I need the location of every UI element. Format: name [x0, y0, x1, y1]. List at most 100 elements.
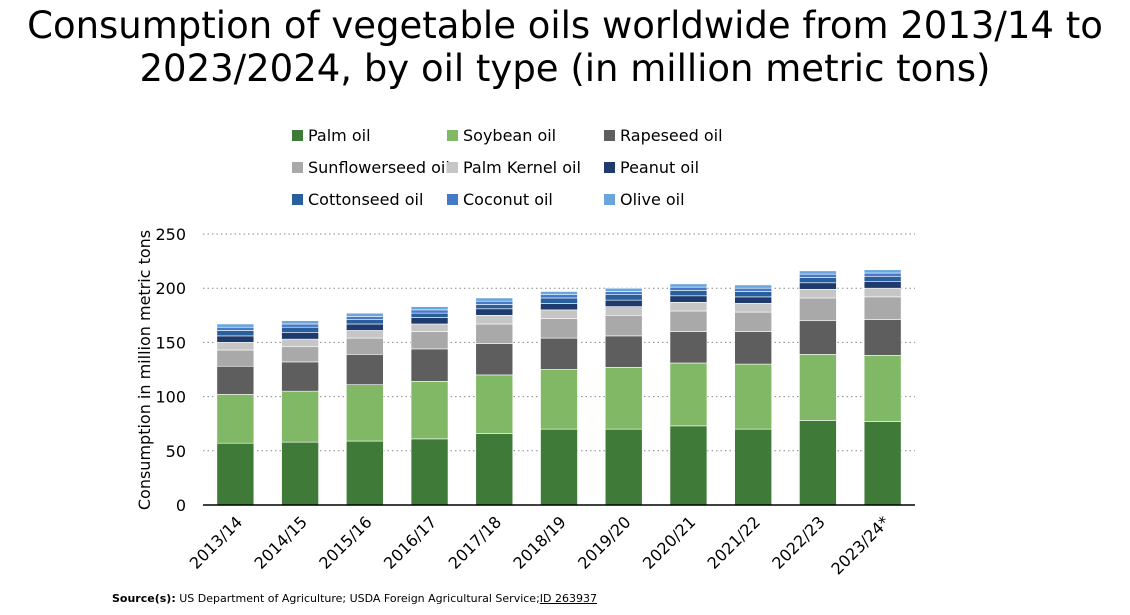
- bar-segment-1-9: [734, 428, 772, 506]
- bar-segment-8-11: [863, 272, 902, 277]
- bar-segment-6-8: [669, 295, 708, 303]
- bar-segment-8-10: [799, 273, 837, 278]
- bar-segment-7-9: [734, 291, 772, 298]
- bar-segment-9-9: [734, 284, 772, 289]
- bar-segment-9-6: [540, 291, 578, 296]
- legend-swatch-1: [292, 130, 303, 141]
- y-tick-label-250: 250: [155, 225, 186, 244]
- y-tick-label-50: 50: [166, 442, 186, 461]
- bar-segment-3-2: [281, 361, 319, 392]
- bar-segment-2-8: [669, 362, 708, 427]
- x-tick-label-10: 2022/23: [768, 512, 828, 572]
- bar-segment-2-2: [281, 390, 319, 443]
- y-tick-label-100: 100: [155, 388, 186, 407]
- legend-swatch-6: [604, 162, 615, 173]
- bar-segment-5-3: [346, 330, 384, 339]
- source-id-link[interactable]: ID 263937: [539, 592, 597, 605]
- bar-segment-2-7: [604, 367, 643, 430]
- bar-segment-7-10: [799, 277, 837, 284]
- bar-segment-1-10: [799, 420, 837, 506]
- bar-segment-5-4: [410, 323, 449, 332]
- bar-segment-2-3: [346, 384, 384, 442]
- legend-swatch-5: [447, 162, 458, 173]
- bar-segment-4-9: [734, 311, 772, 332]
- bar-segment-3-5: [475, 343, 514, 376]
- bar-segment-4-5: [475, 323, 514, 344]
- bar-segment-7-3: [346, 319, 384, 325]
- bar-segment-2-10: [799, 354, 837, 421]
- source-text: US Department of Agriculture; USDA Forei…: [175, 592, 540, 605]
- legend-label-4: Sunflowerseed oil: [308, 158, 450, 177]
- x-tick-label-9: 2021/22: [704, 512, 764, 572]
- bar-segment-8-1: [216, 326, 255, 331]
- bar-segment-6-2: [281, 332, 319, 340]
- x-tick-label-5: 2017/18: [445, 512, 505, 572]
- bar-segment-4-1: [216, 349, 255, 367]
- bar-segment-6-11: [863, 281, 902, 289]
- bar-segment-6-6: [540, 303, 578, 311]
- source-prefix: Source(s):: [112, 592, 176, 605]
- legend-label-5: Palm Kernel oil: [463, 158, 581, 177]
- bar-segment-4-7: [604, 314, 643, 337]
- chart-title-line-1: Consumption of vegetable oils worldwide …: [27, 4, 1103, 47]
- bar-segment-2-9: [734, 363, 772, 430]
- x-tick-label-1: 2013/14: [186, 512, 246, 572]
- y-axis-title: Consumption in million metric tons: [135, 230, 154, 510]
- bar-segment-8-5: [475, 300, 514, 305]
- bar-segment-3-9: [734, 331, 772, 365]
- bar-segment-1-1: [216, 442, 255, 506]
- bar-segment-1-3: [346, 440, 384, 506]
- legend-swatch-3: [604, 130, 615, 141]
- bar-segment-8-8: [669, 286, 708, 291]
- bar-segment-3-6: [540, 337, 578, 370]
- chart-title-line-2: 2023/2024, by oil type (in million metri…: [139, 47, 991, 90]
- bar-segment-2-4: [410, 381, 449, 440]
- bar-segment-8-2: [281, 323, 319, 328]
- legend-label-6: Peanut oil: [620, 158, 699, 177]
- bar-segment-7-11: [863, 275, 902, 282]
- bar-segment-3-4: [410, 348, 449, 382]
- legend-swatch-2: [447, 130, 458, 141]
- bar-segment-2-11: [863, 355, 902, 422]
- legend-label-8: Coconut oil: [463, 190, 553, 209]
- source-note: Source(s): US Department of Agriculture;…: [112, 592, 597, 605]
- legend-label-7: Cottonseed oil: [308, 190, 423, 209]
- bar-segment-7-7: [604, 294, 643, 301]
- bar-segment-4-3: [346, 337, 384, 355]
- bar-segment-7-4: [410, 312, 449, 318]
- x-tick-label-3: 2015/16: [315, 512, 375, 572]
- bar-segment-2-5: [475, 374, 514, 434]
- y-tick-label-200: 200: [155, 279, 186, 298]
- bar-segment-7-5: [475, 304, 514, 310]
- bar-segment-1-2: [281, 441, 319, 506]
- bar-segment-2-1: [216, 394, 255, 444]
- legend-swatch-9: [604, 194, 615, 205]
- bar-segment-4-2: [281, 346, 319, 363]
- bar-segment-1-11: [863, 421, 902, 506]
- bar-segment-4-6: [540, 318, 578, 339]
- bar-segment-9-2: [281, 320, 319, 325]
- legend-label-2: Soybean oil: [463, 126, 556, 145]
- bar-segment-3-3: [346, 354, 384, 385]
- bar-segment-5-9: [734, 303, 772, 313]
- bar-segment-9-8: [669, 283, 708, 288]
- bar-segment-5-11: [863, 287, 902, 298]
- legend-label-1: Palm oil: [308, 126, 371, 145]
- chart-title: Consumption of vegetable oils worldwide …: [0, 4, 1130, 90]
- bar-segment-1-4: [410, 438, 449, 506]
- x-tick-label-2: 2014/15: [250, 512, 310, 572]
- bar-segment-9-3: [346, 312, 384, 317]
- bar-segment-8-4: [410, 309, 449, 314]
- bar-segment-5-10: [799, 288, 837, 299]
- bar-segment-6-7: [604, 299, 643, 307]
- bar-segment-8-3: [346, 316, 384, 320]
- bar-segment-4-4: [410, 331, 449, 350]
- y-tick-label-150: 150: [155, 333, 186, 352]
- bar-segment-8-9: [734, 287, 772, 292]
- bar-segment-6-9: [734, 296, 772, 304]
- bar-segment-7-2: [281, 326, 319, 333]
- y-tick-label-0: 0: [176, 496, 186, 515]
- bar-segment-5-5: [475, 314, 514, 325]
- bar-segment-1-5: [475, 433, 514, 506]
